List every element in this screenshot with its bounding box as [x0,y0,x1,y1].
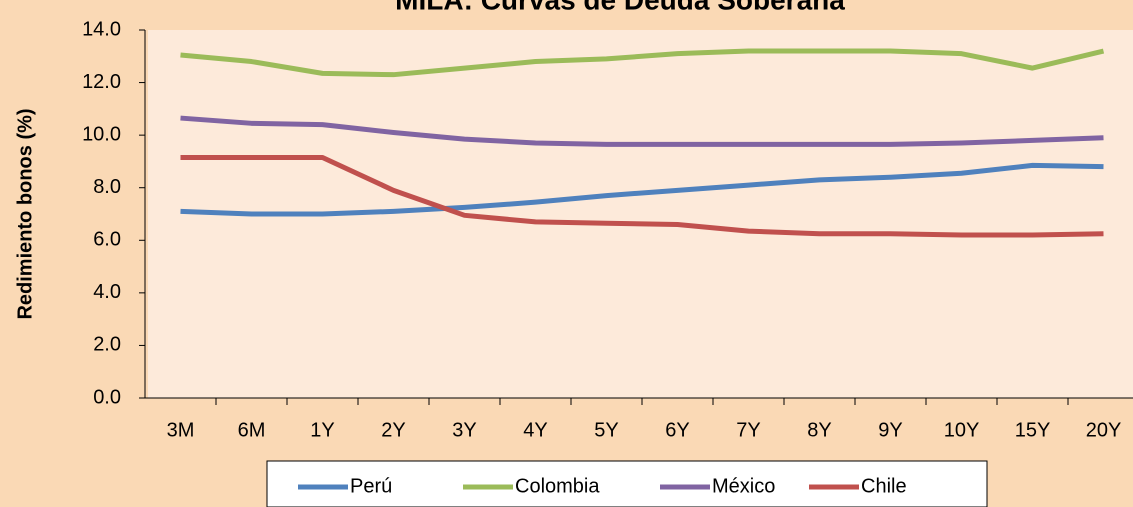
x-tick-label: 7Y [736,419,760,441]
x-tick-label: 3Y [452,419,476,441]
chart-title: MILA: Curvas de Deuda Soberana [395,0,845,15]
x-tick-label: 9Y [878,419,902,441]
y-axis-label: Redimiento bonos (%) [14,108,36,319]
y-tick-label: 6.0 [93,229,121,251]
y-tick-label: 0.0 [93,386,121,408]
x-tick-label: 2Y [381,419,405,441]
series-line [180,115,1104,147]
y-tick-label: 10.0 [82,123,121,145]
x-tick-label: 15Y [1015,419,1051,441]
x-tick-label: 1Y [310,419,334,441]
y-tick-label: 12.0 [82,71,121,93]
x-tick-label: 6Y [665,419,689,441]
legend-label: Colombia [515,475,600,497]
series-line [180,48,1105,78]
y-tick-label: 8.0 [93,176,121,198]
legend-label: México [712,475,775,497]
y-tick-label: 14.0 [82,18,121,40]
legend-label: Perú [350,475,392,497]
x-tick-label: 4Y [523,419,547,441]
x-tick-label: 10Y [944,419,980,441]
x-tick-label: 3M [167,419,195,441]
legend-label: Chile [861,475,907,497]
x-tick-label: 6M [238,419,266,441]
x-tick-label: 8Y [807,419,831,441]
x-tick-label: 5Y [594,419,618,441]
y-tick-label: 4.0 [93,281,121,303]
legend-box [266,460,988,507]
x-tick-label: 20Y [1086,419,1122,441]
y-tick-label: 2.0 [93,334,121,356]
series-line [180,154,1104,238]
series-line [180,162,1104,217]
